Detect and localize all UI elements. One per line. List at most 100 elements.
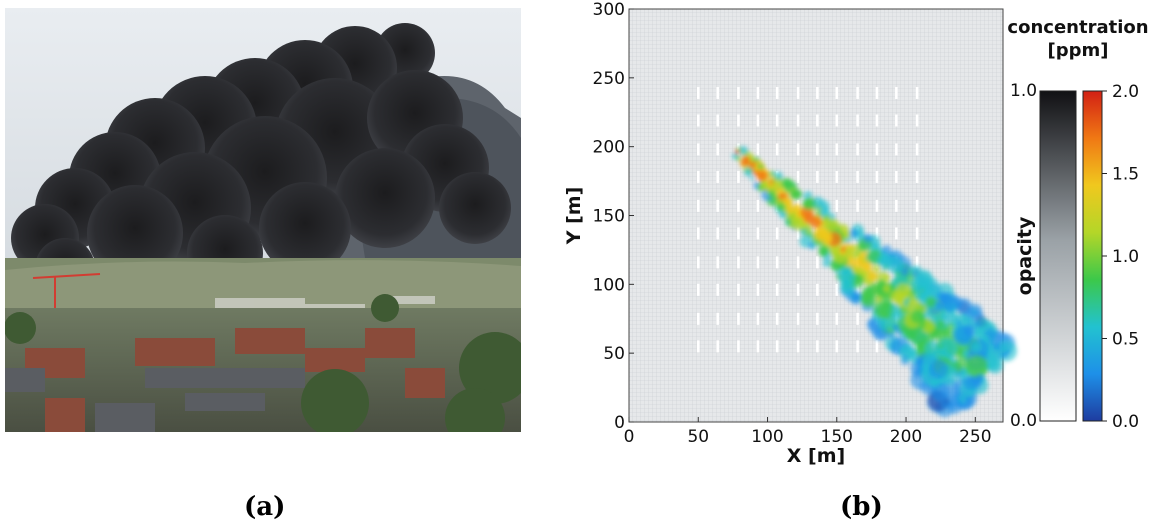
building-marker (737, 199, 740, 212)
opacity-tick-label: 0.0 (1010, 411, 1037, 431)
building-marker (775, 283, 779, 296)
y-axis-label: Y [m] (563, 187, 585, 246)
plume-cell (810, 243, 816, 249)
y-tick-label: 200 (593, 138, 625, 158)
building-marker (696, 312, 700, 325)
plume-cell (802, 198, 815, 210)
y-tick-label: 300 (593, 0, 625, 20)
building-marker (915, 199, 919, 212)
plume-cell (888, 331, 895, 339)
plume-cell (1006, 349, 1012, 355)
plume-cell (817, 228, 833, 243)
building-marker (737, 256, 740, 269)
opacity-label: opacity (1014, 216, 1036, 295)
building-marker (737, 114, 740, 127)
plume-cell (937, 320, 945, 328)
building-marker (696, 114, 700, 127)
building-marker (895, 86, 898, 99)
plume-cell (860, 292, 877, 308)
plume-cell (975, 373, 985, 382)
concentration-colorbar (1082, 90, 1103, 422)
building-marker (796, 170, 800, 183)
building-marker (875, 143, 879, 156)
plume-cell (760, 181, 770, 191)
plume-cell (940, 401, 948, 409)
building-marker (895, 199, 898, 212)
plume-cell (881, 245, 892, 255)
plume-cell (849, 228, 859, 238)
building-marker (816, 283, 819, 296)
plume-cell (849, 257, 854, 262)
building-marker (737, 227, 740, 240)
plume-cell (970, 341, 982, 353)
plume-cell (986, 357, 1004, 374)
x-tick-label: 50 (687, 427, 709, 447)
plume-cell (779, 211, 787, 219)
plume-cell (768, 170, 775, 177)
building-marker (696, 227, 700, 240)
building-marker (875, 340, 879, 353)
plume-cell (877, 279, 886, 288)
building-marker (895, 227, 898, 240)
plume-cell (749, 175, 755, 181)
caption-b: (b) (840, 492, 883, 522)
building-marker (696, 256, 700, 269)
building-marker (716, 86, 719, 99)
plume-cell (872, 264, 881, 272)
building-marker (915, 114, 919, 127)
plume-cell (884, 274, 890, 281)
plume-cell (940, 313, 948, 321)
plume-cell (994, 344, 1000, 350)
plume-cell (883, 286, 889, 292)
building-marker (756, 86, 760, 99)
building-marker (716, 114, 719, 127)
plume-cell (891, 284, 896, 289)
plume-cell (928, 359, 949, 379)
colorbar-tick-label: 0.0 (1112, 412, 1139, 432)
x-axis-label: X [m] (787, 445, 845, 467)
plume-cell (928, 313, 937, 323)
building-marker (895, 143, 898, 156)
plume-cell (895, 283, 911, 299)
building-marker (796, 86, 800, 99)
building-marker (716, 199, 719, 212)
building-marker (775, 143, 779, 156)
building-marker (775, 227, 779, 240)
building-marker (716, 227, 719, 240)
building-marker (856, 143, 859, 156)
plume-cell (786, 205, 795, 214)
y-tick-label: 100 (593, 275, 625, 295)
building-marker (775, 256, 779, 269)
plume-concentration-field (731, 145, 1018, 418)
building-marker (737, 283, 740, 296)
building-marker (756, 114, 760, 127)
colorbar-title: concentration (1007, 17, 1148, 38)
plume-cell (780, 177, 792, 189)
plume-cell (939, 344, 944, 350)
plume-cell (875, 327, 889, 341)
opacity-colorbar (1039, 90, 1077, 422)
y-tick-label: 0 (614, 413, 625, 433)
building-marker (835, 312, 839, 325)
building-marker (856, 283, 859, 296)
plume-cell (873, 300, 893, 319)
building-marker (696, 283, 700, 296)
plume-cell (975, 321, 981, 327)
building-marker (716, 256, 719, 269)
building-marker (835, 114, 839, 127)
building-marker (856, 86, 859, 99)
plume-cell (892, 324, 899, 331)
plume-cell (809, 216, 822, 229)
building-marker (775, 312, 779, 325)
building-marker (716, 283, 719, 296)
building-marker (856, 114, 859, 127)
plume-cell (850, 290, 861, 302)
plume-cell (864, 264, 872, 273)
plume-cell (898, 347, 906, 355)
plume-cell (901, 269, 910, 277)
building-marker (915, 227, 919, 240)
smoke-plume-photo (5, 8, 521, 432)
plume-cell (863, 234, 873, 243)
plume-cell (782, 197, 792, 206)
plume-cell (776, 202, 786, 212)
